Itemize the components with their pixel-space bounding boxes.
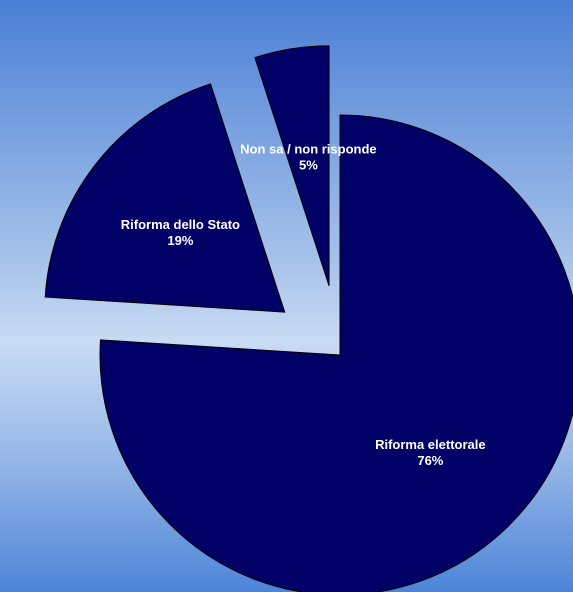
pie-slice-non-sa-non-risponde xyxy=(254,45,330,287)
slice-value-non-sa-non-risponde: 5% xyxy=(299,157,318,172)
slice-label-riforma-elettorale: Riforma elettorale xyxy=(375,437,486,452)
slice-label-riforma-dello-stato: Riforma dello Stato xyxy=(121,217,240,232)
slice-value-riforma-dello-stato: 19% xyxy=(167,233,193,248)
slice-label-non-sa-non-risponde: Non sa / non risponde xyxy=(240,141,377,156)
slices-layer xyxy=(44,45,573,592)
slice-value-riforma-elettorale: 76% xyxy=(417,453,443,468)
pie-slice-riforma-elettorale xyxy=(99,114,573,592)
pie-slice-riforma-dello-stato xyxy=(44,83,286,313)
